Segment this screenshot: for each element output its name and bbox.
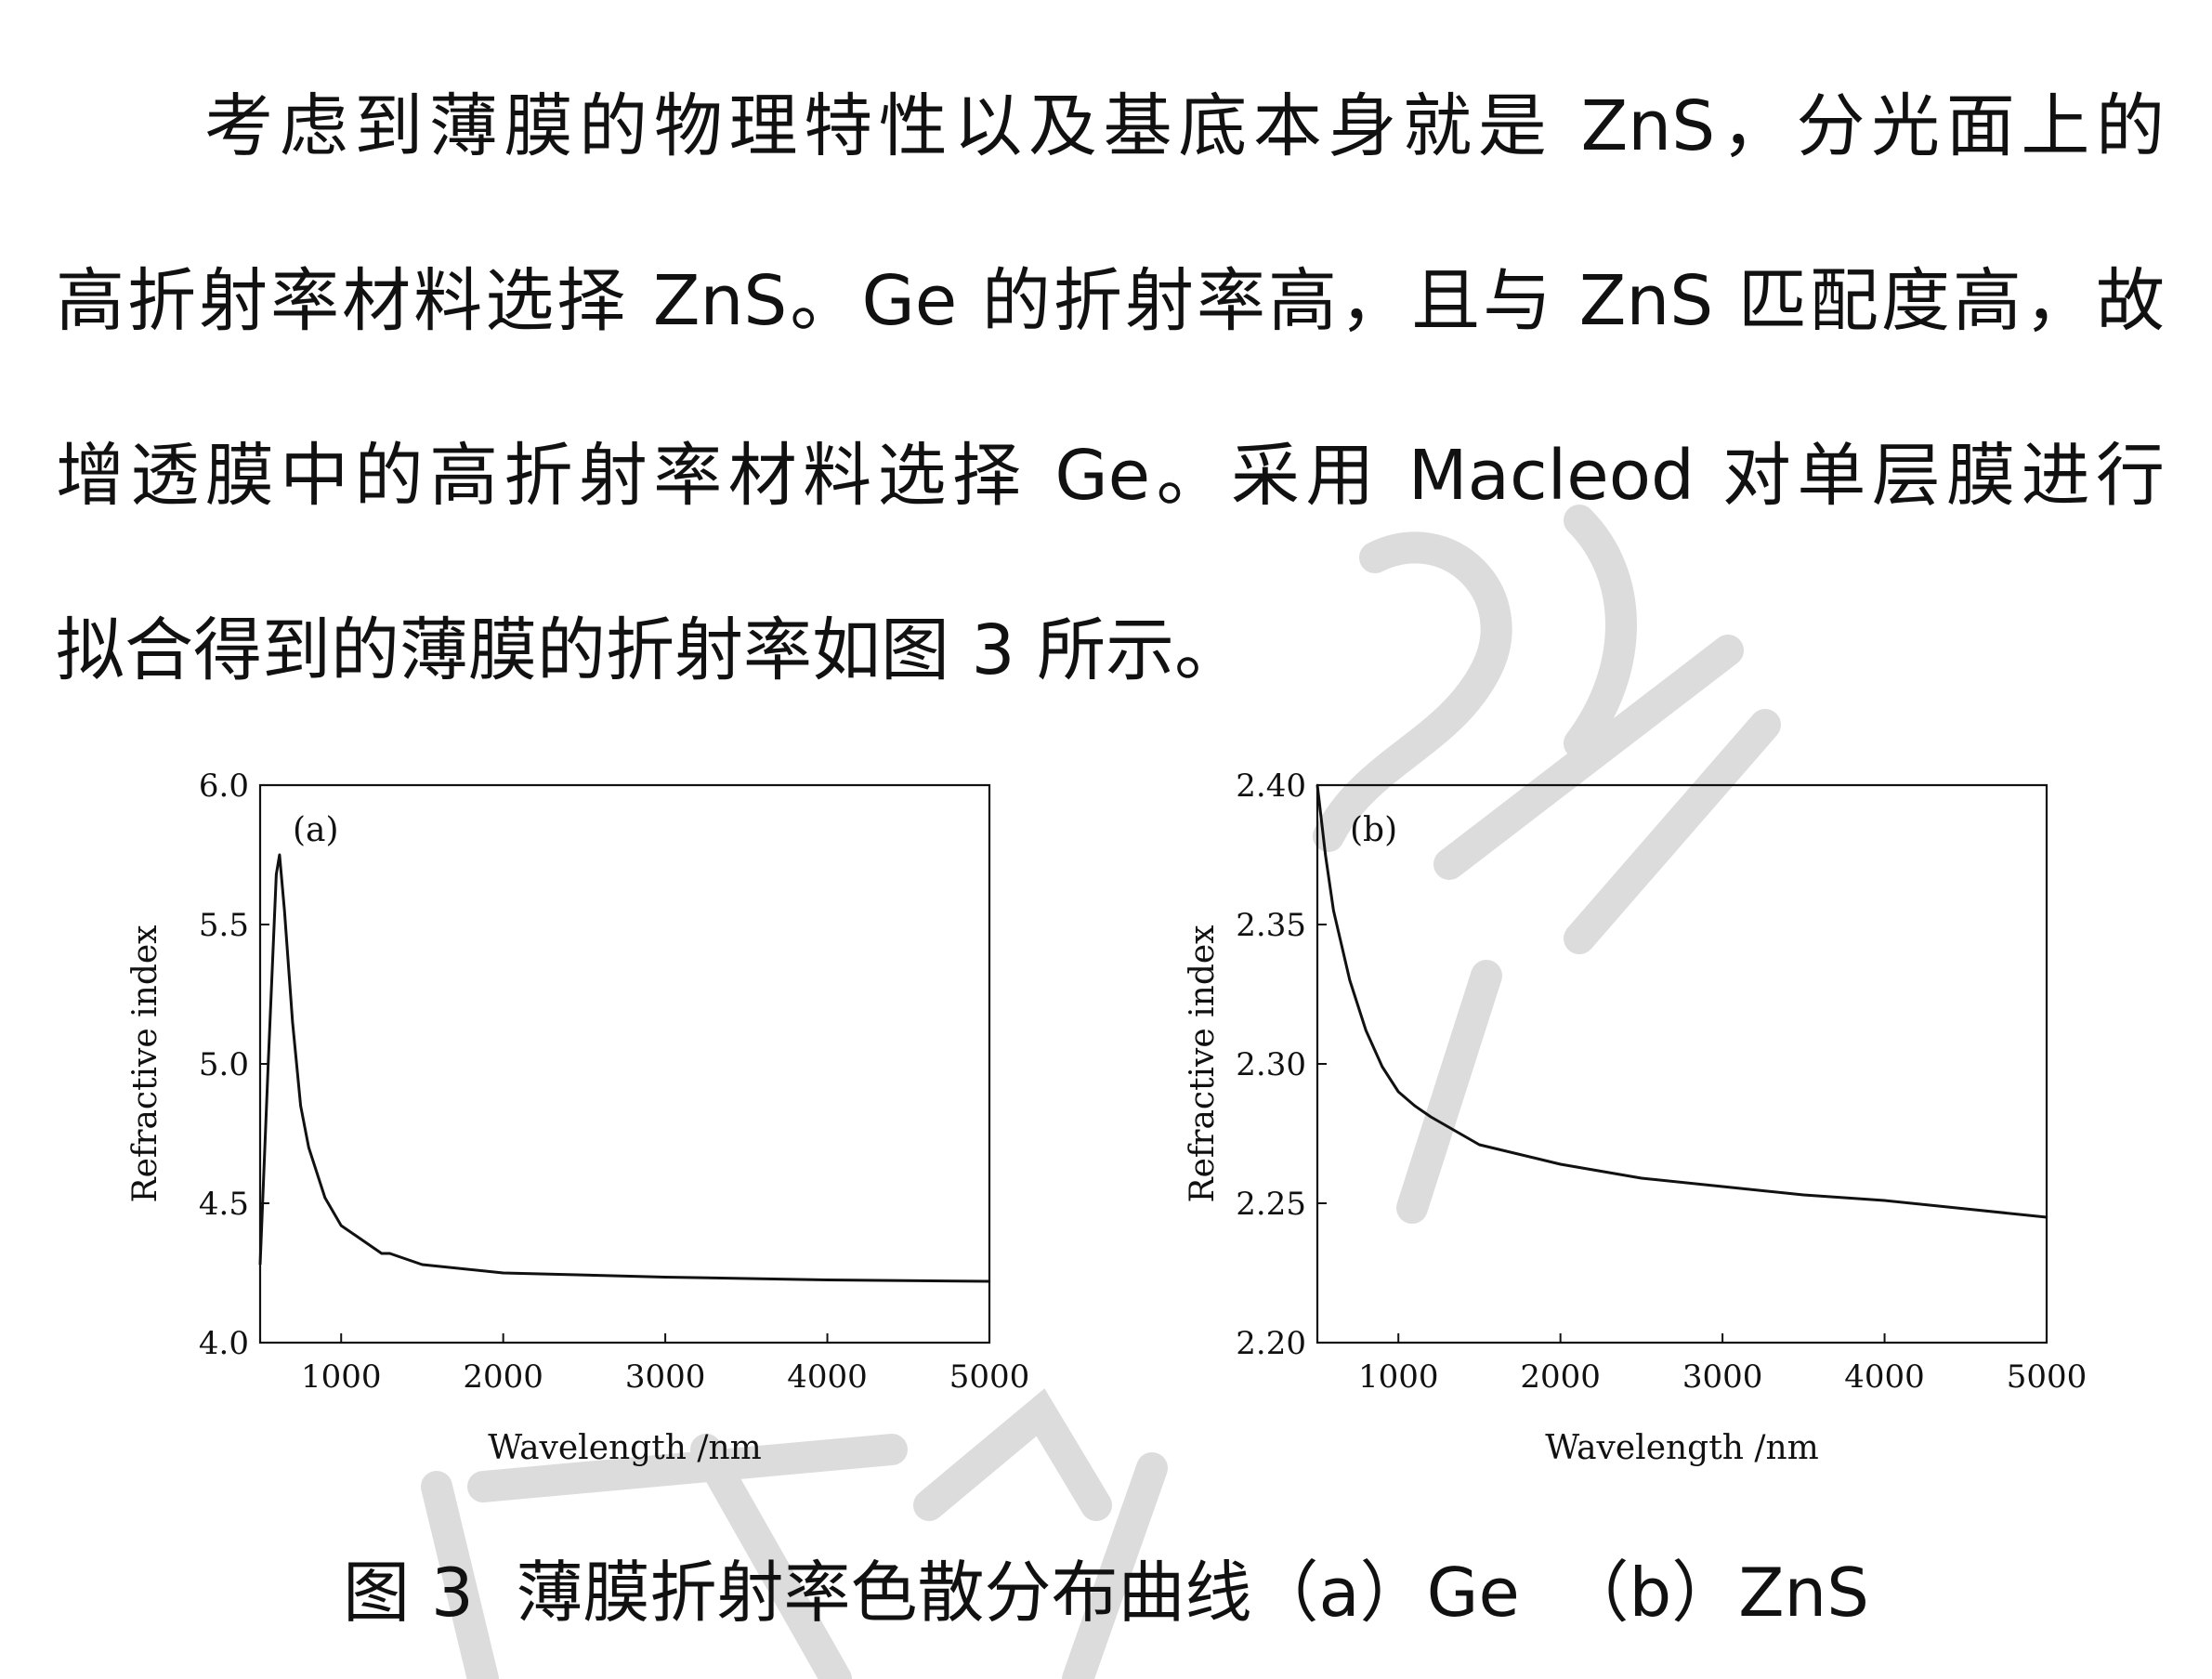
data-point [1640, 1176, 1643, 1180]
x-tick-label: 2000 [1520, 1358, 1601, 1396]
data-point [1413, 1104, 1416, 1108]
data-point [308, 1146, 310, 1149]
data-point [1397, 1090, 1400, 1094]
x-tick-label: 4000 [1844, 1358, 1925, 1396]
data-point [1478, 1143, 1481, 1147]
x-axis-label: Wavelength /nm [488, 1429, 762, 1467]
y-tick-label: 2.35 [1236, 907, 1306, 944]
data-point [323, 1196, 326, 1200]
data-point [291, 1020, 294, 1024]
data-point [1315, 783, 1319, 787]
data-point [1559, 1162, 1562, 1166]
data-point [275, 872, 278, 876]
paragraph-line-3: 增透膜中的高折射率材料选择 Ge。采用 Macleod 对单层膜进行 [56, 436, 2165, 516]
plot-frame [258, 783, 991, 1345]
figure-caption: 图 3 薄膜折射率色散分布曲线（a）Ge （b）ZnS [343, 1554, 1869, 1632]
panel-label: (b) [1350, 811, 1397, 849]
data-point [1365, 1029, 1368, 1032]
x-axis-label: Wavelength /nm [1545, 1429, 1819, 1467]
data-point [502, 1271, 504, 1275]
data-point [282, 909, 286, 912]
data-point [1429, 1115, 1433, 1119]
data-point [1324, 853, 1327, 857]
data-point [1332, 909, 1335, 912]
x-tick-label: 5000 [2007, 1358, 2088, 1396]
paragraph-line-1: 考虑到薄膜的物理特性以及基底本身就是 ZnS，分光面上的 [204, 86, 2165, 166]
y-tick-label: 2.30 [1236, 1046, 1306, 1083]
data-point [1802, 1193, 1805, 1197]
data-point [2045, 1215, 2048, 1219]
y-tick-label: 2.20 [1236, 1325, 1306, 1362]
data-point [380, 1252, 384, 1255]
y-tick-label: 5.5 [199, 907, 249, 944]
series-line [1315, 784, 2048, 1219]
y-tick-label: 4.0 [199, 1325, 249, 1362]
data-point [388, 1252, 391, 1255]
x-tick-label: 4000 [787, 1358, 868, 1396]
plot-frame [1315, 783, 2048, 1345]
data-point [356, 1235, 359, 1239]
paragraph-line-4: 拟合得到的薄膜的折射率如图 3 所示。 [56, 610, 1244, 690]
x-tick-label: 3000 [625, 1358, 706, 1396]
x-tick-label: 1000 [1358, 1358, 1439, 1396]
data-point [1964, 1207, 1967, 1211]
series-line [258, 853, 990, 1283]
data-point [340, 1224, 343, 1227]
panel-label: (a) [293, 811, 339, 849]
data-point [988, 1279, 991, 1283]
data-point [1721, 1185, 1724, 1188]
y-axis-label: Refractive index [1184, 925, 1222, 1203]
data-point [663, 1276, 667, 1279]
figure-charts: 1000 2000 3000 4000 5000 4.0 4.5 5.0 5.5 6.0 Wavel… [126, 767, 2087, 1467]
data-point [1348, 978, 1352, 982]
data-point [372, 1246, 375, 1250]
y-tick-label: 2.25 [1236, 1186, 1306, 1223]
x-tick-label: 1000 [301, 1358, 382, 1396]
y-tick-label: 6.0 [199, 767, 249, 805]
data-point [267, 1062, 269, 1066]
x-tick-label: 2000 [463, 1358, 543, 1396]
y-tick-label: 2.40 [1236, 767, 1306, 805]
y-tick-label: 5.0 [199, 1046, 249, 1083]
data-point [278, 853, 281, 857]
paragraph-line-2: 高折射率材料选择 ZnS。Ge 的折射率高，且与 ZnS 匹配度高，故 [56, 261, 2165, 341]
data-point [299, 1104, 302, 1108]
data-point [258, 1263, 262, 1266]
x-tick-label: 3000 [1682, 1358, 1763, 1396]
data-point [826, 1279, 829, 1281]
y-tick-label: 4.5 [199, 1186, 249, 1223]
data-point [421, 1263, 424, 1266]
data-point [1883, 1199, 1886, 1202]
y-axis-label: Refractive index [126, 925, 164, 1203]
data-point [1381, 1065, 1383, 1069]
x-tick-label: 5000 [949, 1358, 1030, 1396]
chart-panel-2: 1000 2000 3000 4000 5000 2.20 2.25 2.30 2.35 2.40… [1184, 767, 2087, 1467]
chart-panel-1: 1000 2000 3000 4000 5000 4.0 4.5 5.0 5.5 6.0 Wavel… [126, 767, 1029, 1467]
